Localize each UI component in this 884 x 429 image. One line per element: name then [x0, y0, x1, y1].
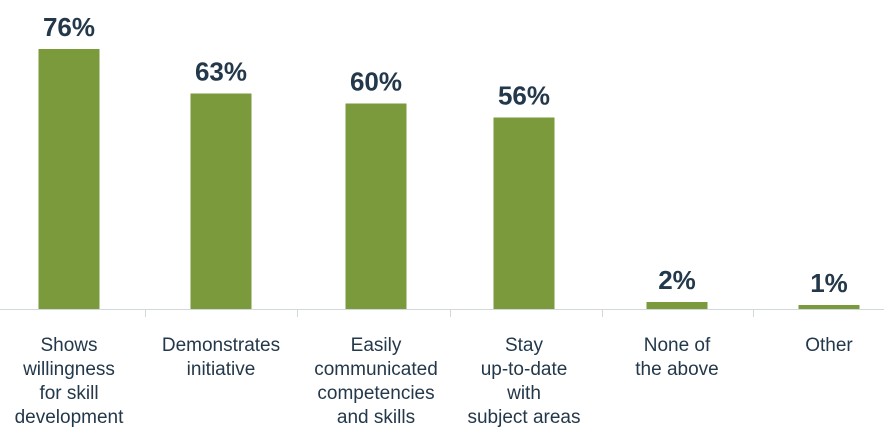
category-label-line: Stay: [505, 335, 544, 356]
category-label-line: subject areas: [467, 407, 580, 428]
category-label-line: competencies: [317, 383, 434, 404]
category-label-line: Demonstrates: [162, 335, 280, 356]
bar: [38, 49, 100, 309]
bar: [798, 305, 860, 309]
category-label-line: with: [506, 383, 541, 404]
category-label-line: communicated: [314, 359, 438, 380]
value-label: 1%: [810, 268, 848, 298]
category-label: None of the above: [635, 335, 718, 380]
value-label: 2%: [658, 265, 696, 295]
category-label-line: the above: [635, 359, 718, 380]
category-label-line: None of: [644, 335, 711, 356]
category-label-line: Easily: [351, 335, 402, 356]
category-label-line: and skills: [337, 407, 415, 428]
bar: [345, 103, 407, 309]
category-label: Other: [805, 335, 853, 356]
bar: [493, 117, 555, 309]
category-label: Stay up-to-date with subject areas: [467, 335, 580, 428]
category-label-line: for skill: [39, 383, 98, 404]
category-labels: Shows willingness for skill development Demo…: [15, 335, 854, 428]
category-label-line: initiative: [187, 359, 256, 380]
value-label: 60%: [350, 67, 402, 97]
category-label: Shows willingness for skill development: [15, 335, 125, 428]
x-axis: [0, 309, 884, 317]
bars: [38, 49, 860, 309]
value-label: 56%: [498, 80, 550, 110]
category-label-line: Other: [805, 335, 853, 356]
category-label: Easily communicated competencies and skills: [314, 335, 438, 428]
value-label: 76%: [43, 12, 95, 42]
category-label-line: willingness: [22, 359, 115, 380]
category-label-line: up-to-date: [481, 359, 568, 380]
category-label-line: development: [15, 407, 125, 428]
value-label: 63%: [195, 56, 247, 86]
value-labels: 76% 63% 60% 56% 2% 1%: [43, 12, 848, 298]
bar: [190, 93, 252, 309]
category-label: Demonstrates initiative: [162, 335, 280, 380]
bar: [646, 302, 708, 309]
category-label-line: Shows: [40, 335, 97, 356]
